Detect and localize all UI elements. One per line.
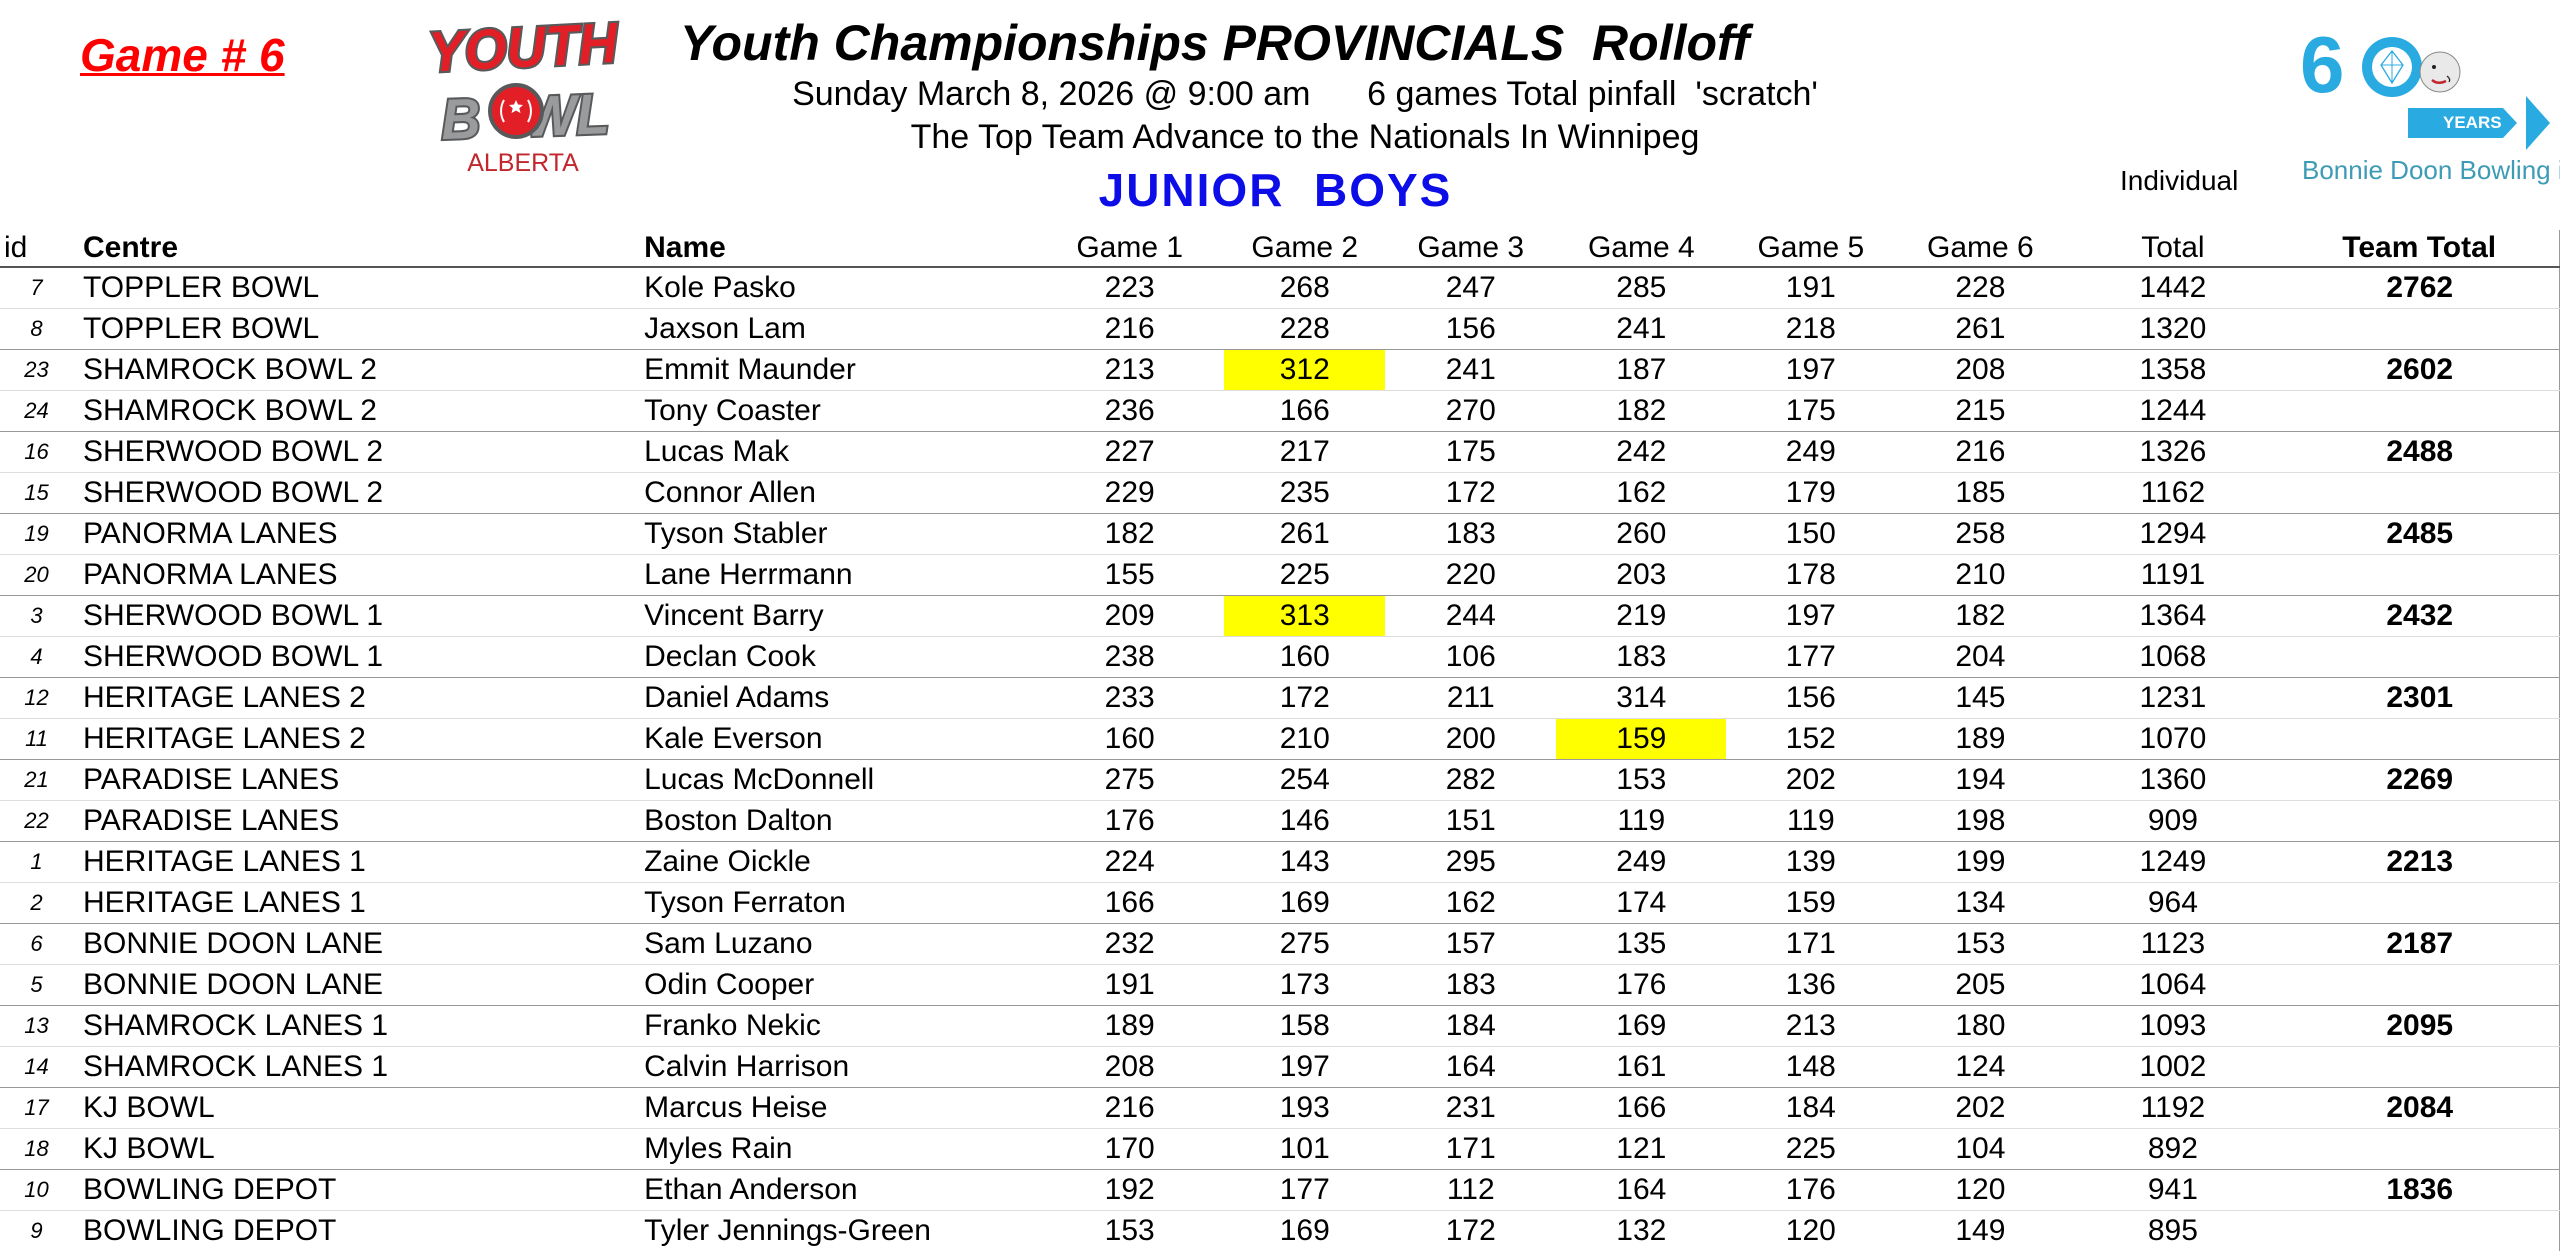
svg-text:YOUTH: YOUTH <box>427 11 620 84</box>
svg-text:YEARS: YEARS <box>2443 113 2502 132</box>
svg-text:6: 6 <box>2300 20 2345 109</box>
svg-text:ALBERTA: ALBERTA <box>467 149 579 177</box>
svg-text:Bonnie Doon Bowling ing: Bonnie Doon Bowling ing <box>2302 155 2560 185</box>
